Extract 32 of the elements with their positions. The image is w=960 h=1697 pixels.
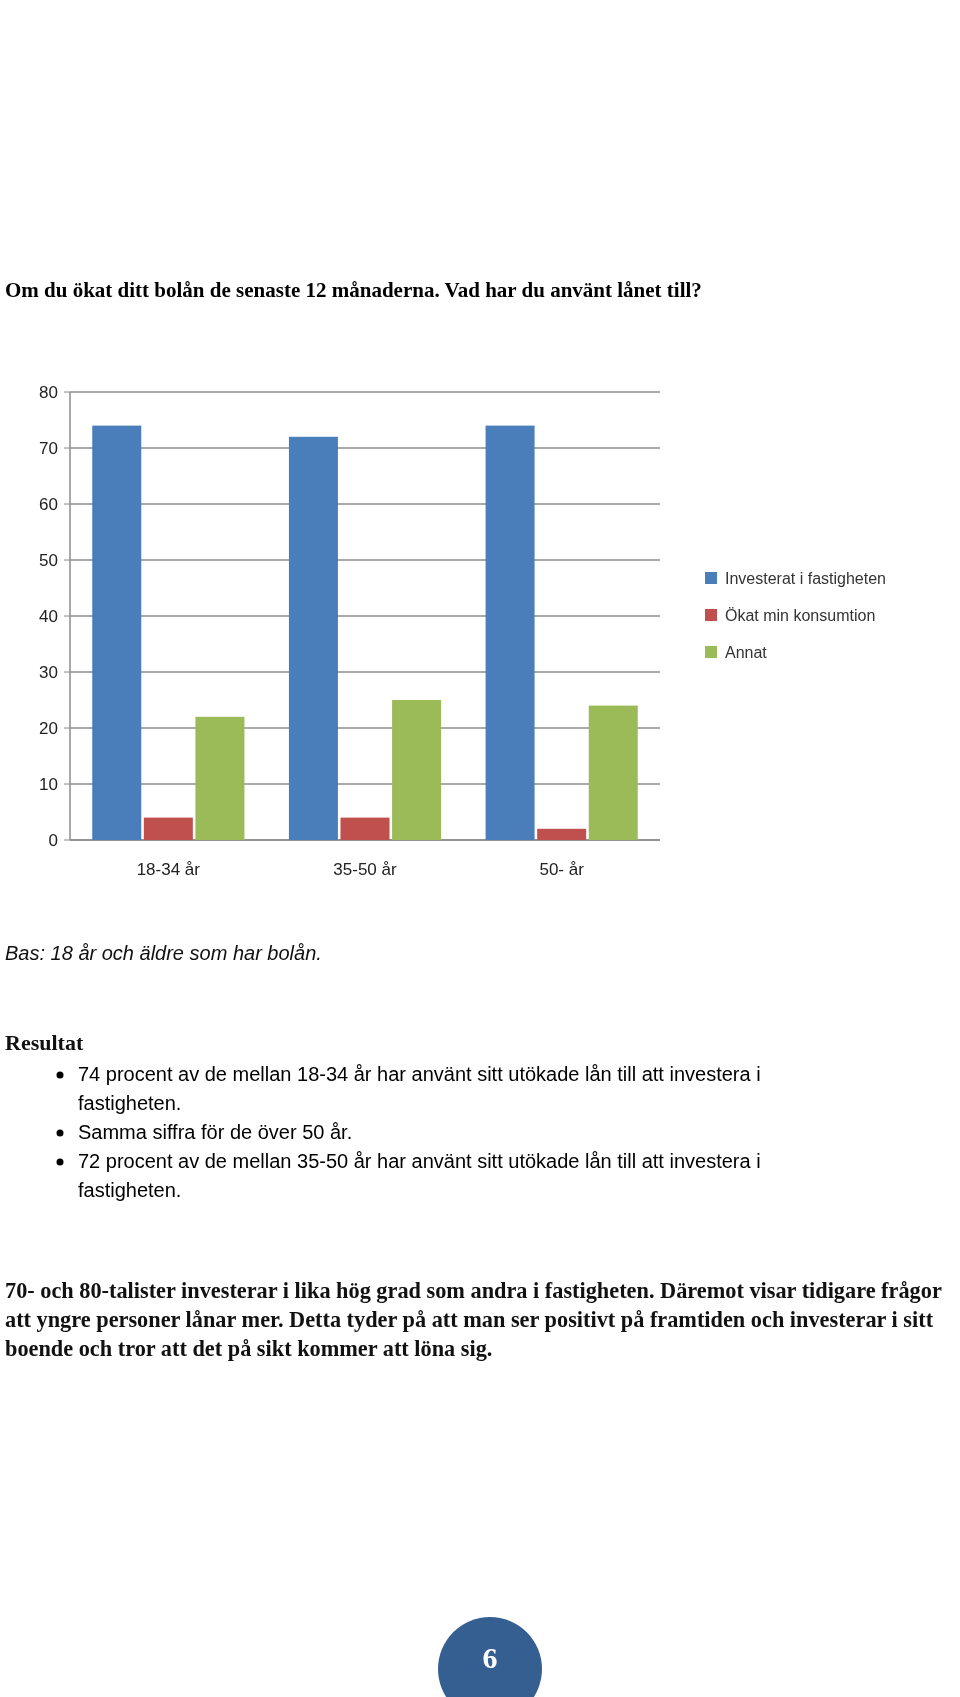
text: Bas: 18 år och äldre som har bolån.: [5, 942, 323, 965]
x-tick-label: 18-34 år: [136, 860, 201, 879]
text: 6: [481, 1641, 499, 1675]
y-tick-label: 50: [39, 550, 58, 570]
bar: [588, 705, 638, 840]
legend-label: Annat: [725, 643, 768, 661]
bar: [340, 817, 390, 840]
bar: [195, 716, 245, 840]
text: Resultat: [5, 1030, 85, 1056]
legend-label: Investerat i fastigheten: [725, 569, 886, 587]
bar: [143, 817, 193, 840]
text: 72 procent av de mellan 35-50 år har använt sitt utökade lån till att investera i fastigheten.: [78, 1149, 762, 1203]
y-tick-label: 40: [39, 606, 58, 626]
bar: [392, 700, 442, 840]
bar: [288, 436, 338, 840]
bar: [92, 425, 142, 840]
x-tick-label: 50- år: [539, 860, 585, 879]
legend-label: Ökat min konsumtion: [725, 606, 876, 624]
y-tick-label: 60: [39, 494, 58, 514]
bar: [485, 425, 535, 840]
y-tick-label: 10: [39, 774, 58, 794]
x-tick-label: 35-50 år: [333, 860, 397, 879]
text: 74 procent av de mellan 18-34 år har använt sitt utökade lån till att investera i fastigheten.: [78, 1062, 762, 1116]
y-tick-label: 80: [39, 382, 58, 402]
y-tick-label: 30: [39, 662, 58, 682]
bar: [537, 828, 587, 840]
chart-title: Om du ökat ditt bolån de senaste 12 månaderna. Vad har du använt lånet till?: [5, 278, 702, 303]
y-tick-label: 70: [39, 438, 58, 458]
y-tick-label: 20: [39, 718, 58, 738]
y-tick-label: 0: [48, 830, 58, 850]
text: Samma siffra för de över 50 år.: [78, 1120, 354, 1145]
text: 70- och 80-talister investerar i lika hög grad som andra i fastigheten. Däremot visar tidigare frågor att yngre personer lånar mer. Detta tyder på att man ser positivt på framtiden och investerar i sitt boende och tror att det på sikt kommer att löna sig.: [5, 1277, 943, 1363]
